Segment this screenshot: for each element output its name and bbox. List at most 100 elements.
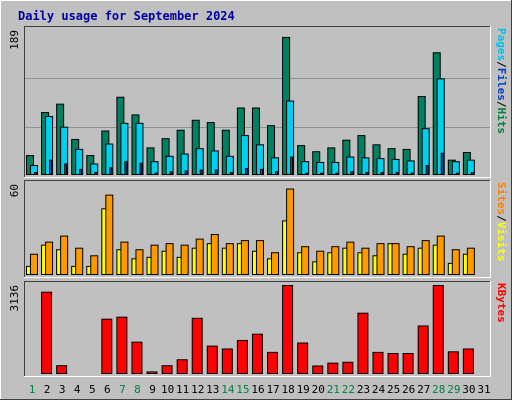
bar-sites-day-5 xyxy=(90,255,99,276)
bar-pages-day-5 xyxy=(94,171,98,175)
x-tick-label: 7 xyxy=(119,383,126,396)
panel-kbytes: 3136 KBytes xyxy=(8,281,508,377)
x-tick-label: 9 xyxy=(149,383,156,396)
x-tick-label: 12 xyxy=(191,383,204,396)
bar-pages-day-30 xyxy=(470,171,474,175)
bar-sites-day-29 xyxy=(451,249,460,275)
bar-sites-day-6 xyxy=(105,194,114,275)
bar-sites-day-21 xyxy=(331,246,340,275)
bar-sites-day-12 xyxy=(195,238,204,276)
bar-sites-day-30 xyxy=(466,247,475,275)
bar-pages-day-7 xyxy=(124,161,128,175)
x-tick-label: 25 xyxy=(387,383,400,396)
bar-files-day-20 xyxy=(316,161,325,175)
x-tick-label: 15 xyxy=(236,383,249,396)
bar-sites-day-9 xyxy=(150,244,159,276)
bar-pages-day-21 xyxy=(335,172,339,175)
bar-kbytes-day-25 xyxy=(387,352,399,374)
x-tick-label: 28 xyxy=(432,383,445,396)
bar-kbytes-day-10 xyxy=(161,365,173,375)
panel-axis-label: Pages/Files/Hits xyxy=(495,28,508,134)
bar-sites-day-3 xyxy=(60,235,69,275)
bar-pages-day-2 xyxy=(49,159,53,175)
bar-pages-day-28 xyxy=(440,152,444,176)
bar-pages-day-11 xyxy=(184,170,188,175)
bar-kbytes-day-23 xyxy=(357,312,369,374)
x-tick-label: 26 xyxy=(402,383,415,396)
bar-sites-day-1 xyxy=(30,253,38,275)
bar-sites-day-16 xyxy=(255,240,264,276)
bar-kbytes-day-18 xyxy=(282,285,294,374)
bar-pages-day-26 xyxy=(410,172,414,175)
bar-pages-day-16 xyxy=(259,168,263,175)
x-tick-label: 13 xyxy=(206,383,219,396)
bar-pages-day-12 xyxy=(199,169,203,175)
bar-pages-day-1 xyxy=(34,171,37,175)
bar-pages-day-4 xyxy=(79,168,83,175)
bar-pages-day-3 xyxy=(64,163,68,176)
x-tick-label: 29 xyxy=(447,383,460,396)
bar-files-day-29 xyxy=(451,161,460,175)
bar-pages-day-25 xyxy=(395,171,399,175)
bar-kbytes-day-28 xyxy=(432,285,444,374)
bar-kbytes-day-11 xyxy=(176,359,188,374)
bar-sites-day-14 xyxy=(225,243,234,275)
bar-sites-day-18 xyxy=(286,188,295,275)
y-max-label: 60 xyxy=(8,184,21,197)
bar-sites-day-7 xyxy=(120,241,129,275)
panel-visits: 60 Sites/Visits xyxy=(8,180,508,278)
bar-pages-day-24 xyxy=(380,171,384,175)
bar-kbytes-day-2 xyxy=(41,291,53,374)
bar-kbytes-day-8 xyxy=(131,341,143,375)
bar-pages-day-9 xyxy=(154,172,158,175)
bar-kbytes-day-22 xyxy=(342,361,354,375)
x-tick-label: 31 xyxy=(477,383,490,396)
bar-kbytes-day-15 xyxy=(236,339,248,374)
bar-files-day-21 xyxy=(331,161,340,175)
bar-sites-day-13 xyxy=(210,234,219,276)
bar-sites-day-26 xyxy=(406,246,415,275)
bar-sites-day-24 xyxy=(376,243,385,275)
bar-sites-day-23 xyxy=(361,247,370,275)
bar-sites-day-10 xyxy=(165,243,174,275)
bar-pages-day-17 xyxy=(275,171,279,175)
axis-label-pages: Pages xyxy=(495,28,508,61)
bar-kbytes-day-30 xyxy=(462,348,474,375)
x-tick-label: 19 xyxy=(297,383,310,396)
bar-sites-day-25 xyxy=(391,243,400,275)
x-tick-label: 27 xyxy=(417,383,430,396)
bar-sites-day-4 xyxy=(75,247,84,275)
bar-pages-day-6 xyxy=(109,167,113,176)
x-tick-label: 23 xyxy=(357,383,370,396)
x-tick-label: 22 xyxy=(342,383,355,396)
bar-kbytes-day-13 xyxy=(206,345,218,375)
bar-pages-day-15 xyxy=(244,168,248,176)
bar-files-day-19 xyxy=(301,161,310,175)
bar-sites-day-28 xyxy=(436,235,445,275)
bar-pages-day-29 xyxy=(455,172,459,175)
x-tick-label: 10 xyxy=(161,383,174,396)
bar-files-day-9 xyxy=(150,161,159,175)
panel-axis-label: Sites/Visits xyxy=(495,182,508,262)
bar-sites-day-15 xyxy=(240,240,249,276)
x-tick-label: 14 xyxy=(221,383,235,396)
x-tick-label: 30 xyxy=(462,383,475,396)
axis-label-files: Files xyxy=(495,68,508,101)
x-axis-labels: 1 2 3 4 5 6 7 8 9 10 11 12 13 14 15 16 17 18 19 20 21 22 23 24 2… xyxy=(29,383,491,396)
bar-pages-day-23 xyxy=(365,171,369,175)
axis-label-sites: Sites xyxy=(495,182,508,215)
bar-kbytes-day-26 xyxy=(402,352,414,374)
bar-kbytes-day-6 xyxy=(101,318,113,375)
bar-sites-day-17 xyxy=(271,252,280,275)
y-max-label: 3136 xyxy=(8,285,21,312)
x-tick-label: 24 xyxy=(372,383,386,396)
axis-label-hits: Hits xyxy=(495,108,508,135)
bar-pages-day-18 xyxy=(290,156,294,175)
axis-label-separator: / xyxy=(495,61,508,68)
x-tick-label: 3 xyxy=(59,383,66,396)
x-tick-label: 16 xyxy=(251,383,264,396)
bar-kbytes-day-19 xyxy=(297,342,309,374)
bar-kbytes-day-12 xyxy=(191,317,203,375)
